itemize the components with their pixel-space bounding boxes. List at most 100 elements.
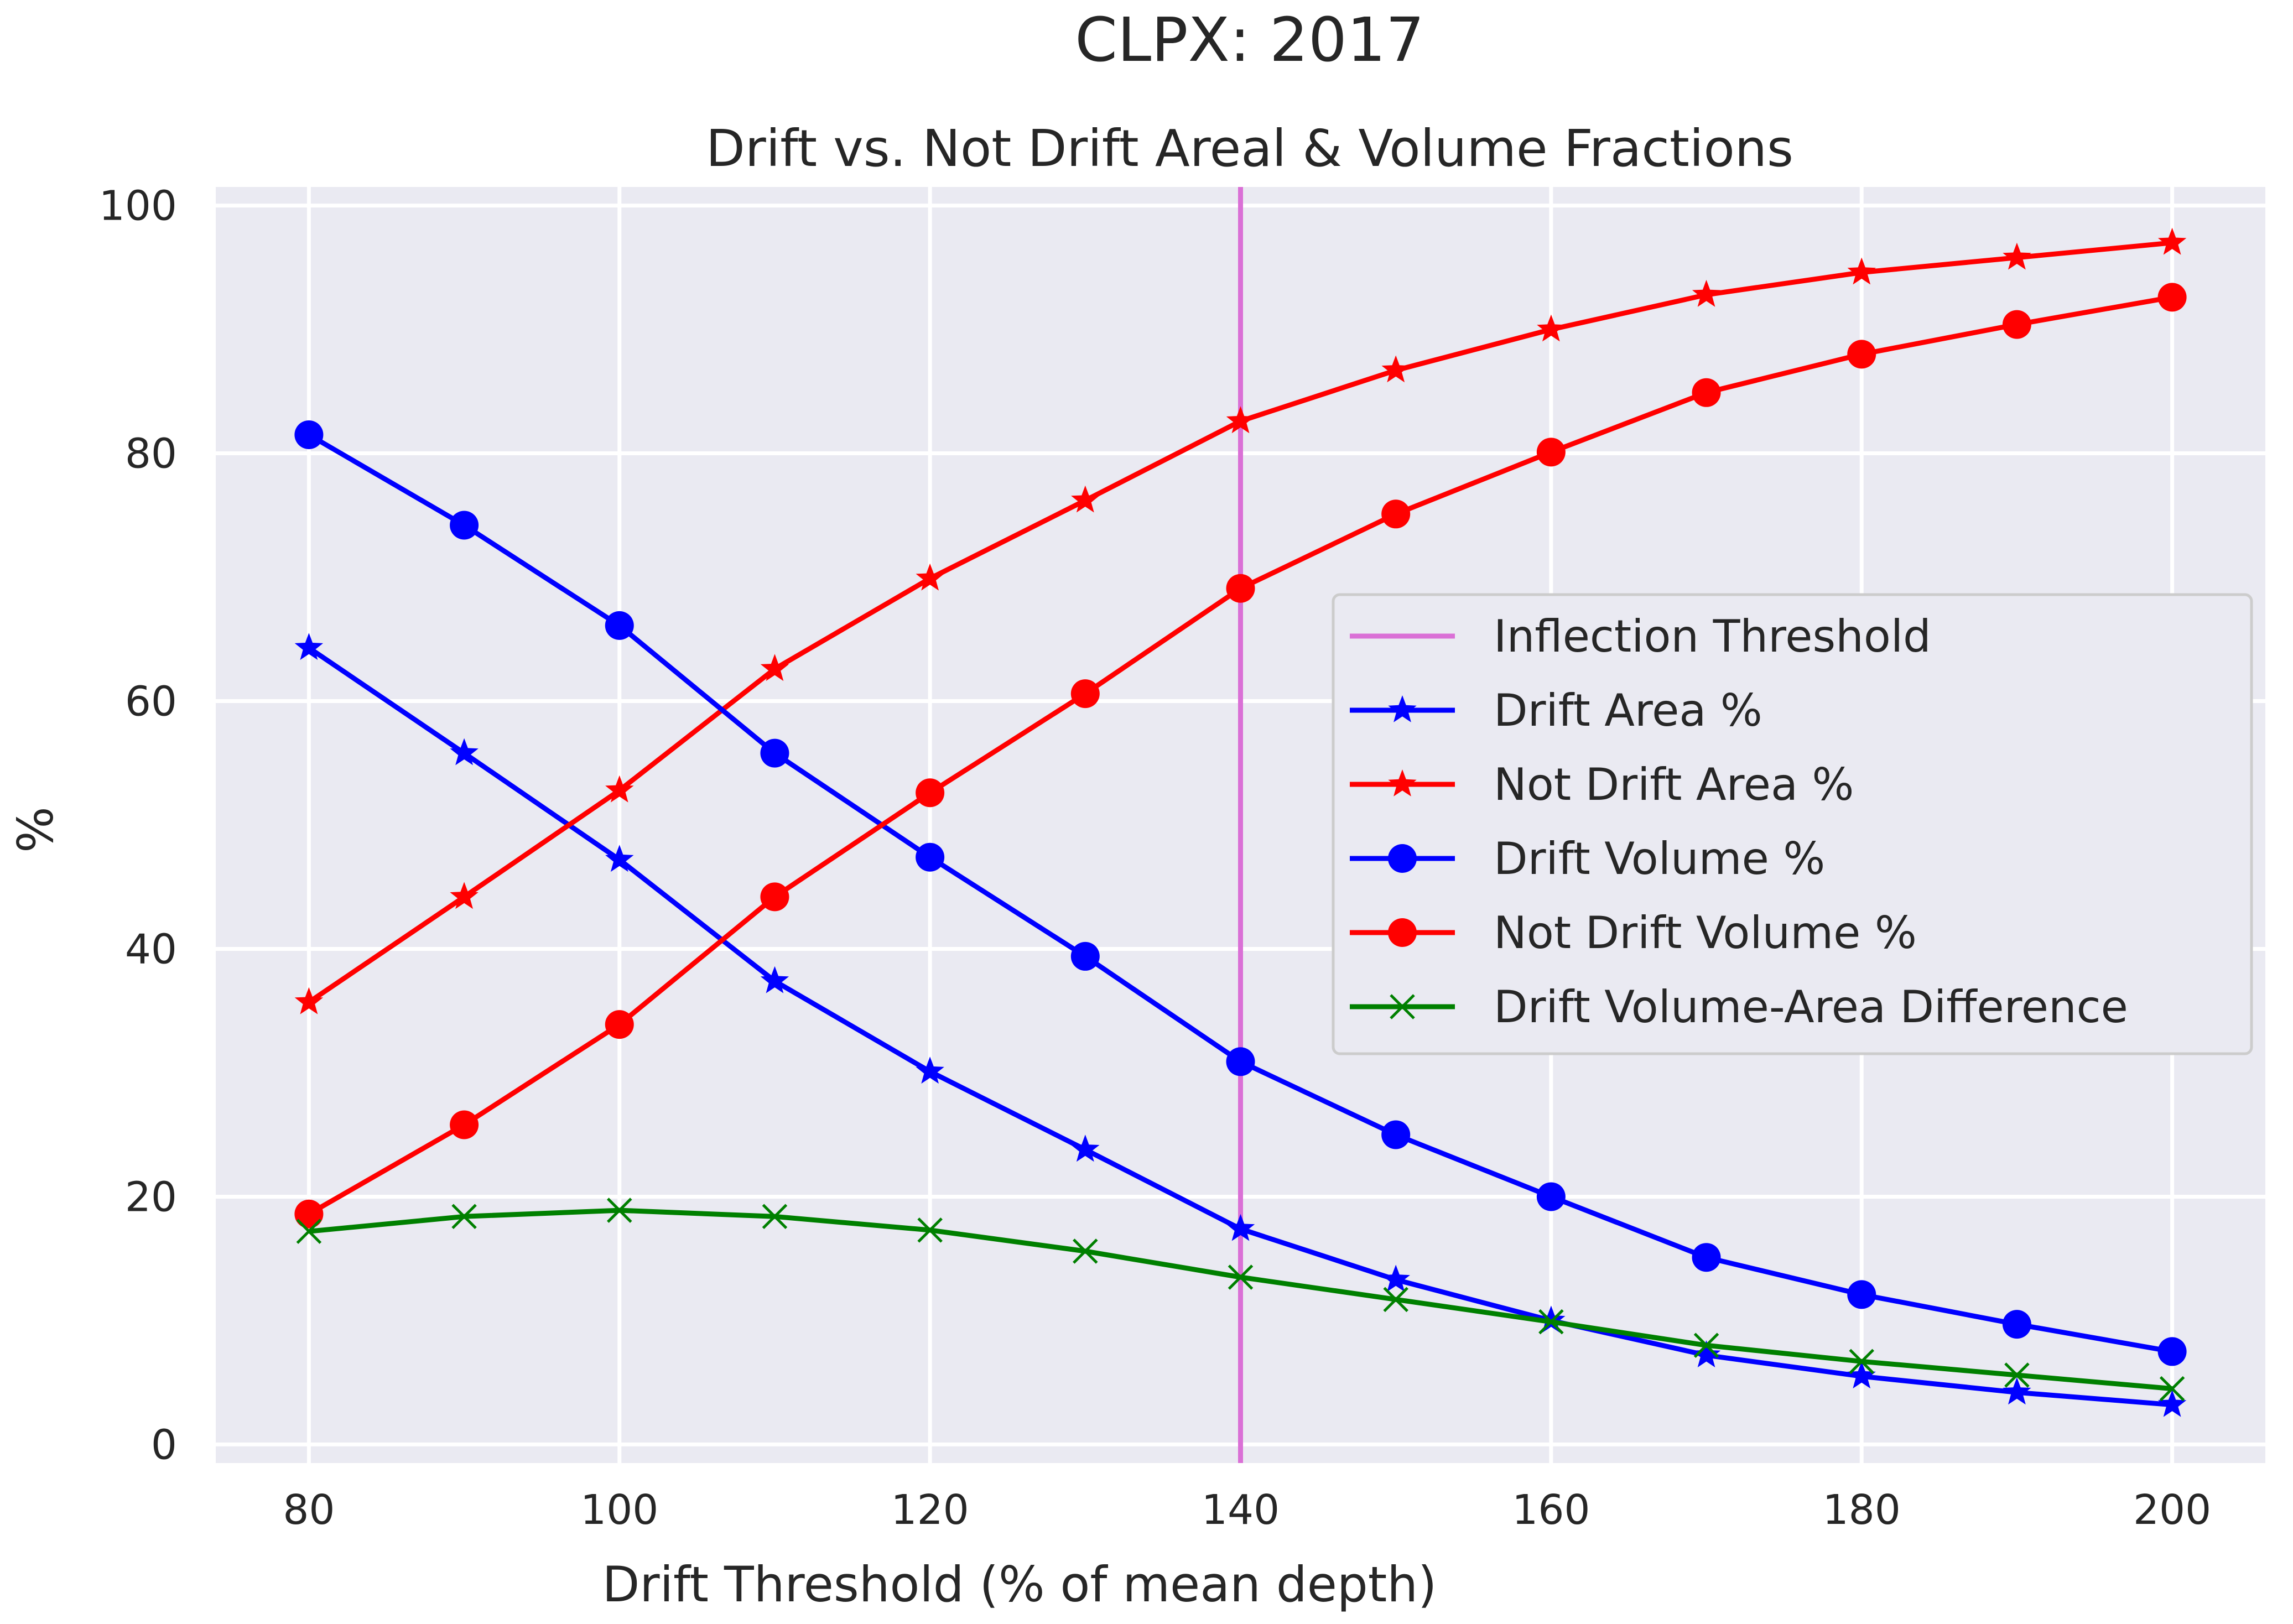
data-point — [1073, 1238, 1098, 1264]
data-point — [1381, 1120, 1411, 1149]
data-point — [916, 563, 944, 591]
data-point — [450, 882, 479, 909]
x-tick-label: 200 — [2133, 1486, 2211, 1534]
legend-entry: Not Drift Area % — [1350, 759, 1854, 810]
data-point — [605, 1010, 634, 1039]
data-point — [760, 882, 789, 912]
data-point — [1537, 314, 1566, 342]
data-point — [2157, 1337, 2187, 1366]
data-point — [1692, 279, 1721, 307]
y-tick-label: 80 — [125, 430, 177, 478]
legend-label: Drift Volume-Area Difference — [1494, 981, 2128, 1033]
data-point — [605, 611, 634, 640]
series-3 — [294, 283, 2187, 1229]
data-point — [1537, 1305, 1566, 1333]
legend-entry: Not Drift Volume % — [1350, 907, 1917, 959]
x-axis-label: Drift Threshold (% of mean depth) — [602, 1556, 1437, 1613]
data-point — [2159, 1376, 2185, 1402]
data-point — [2002, 1310, 2031, 1339]
data-point — [1381, 499, 1411, 529]
data-point — [1226, 1214, 1255, 1241]
data-point — [1070, 679, 1100, 709]
data-point — [762, 1204, 788, 1230]
data-point — [1381, 355, 1410, 383]
data-point — [916, 842, 945, 872]
data-point — [760, 738, 789, 768]
data-point — [1070, 941, 1100, 971]
y-tick-label: 0 — [151, 1421, 177, 1469]
legend-entry: Inflection Threshold — [1350, 611, 1931, 662]
chart-title: Drift vs. Not Drift Areal & Volume Fract… — [706, 119, 1793, 178]
data-point — [294, 633, 324, 660]
series-1 — [294, 227, 2187, 1014]
data-point — [1071, 1134, 1100, 1162]
data-point — [450, 738, 479, 766]
data-point — [2157, 227, 2187, 255]
series-0 — [294, 633, 2187, 1417]
data-point — [917, 1217, 943, 1243]
legend-entry: Drift Area % — [1350, 685, 1762, 736]
data-point — [1226, 1047, 1255, 1076]
data-point — [605, 845, 634, 872]
x-tick-label: 140 — [1202, 1486, 1280, 1534]
legend-label: Not Drift Area % — [1494, 759, 1854, 810]
data-point — [294, 1199, 324, 1229]
data-point — [1693, 1332, 1719, 1358]
data-point — [1847, 257, 1876, 285]
y-axis-label: % — [7, 806, 64, 853]
legend-marker — [1388, 844, 1417, 873]
legend-marker — [1388, 918, 1417, 947]
x-tick-labels: 80 100 120 140 160 180 200 — [283, 1486, 2211, 1534]
legend-marker — [1390, 994, 1415, 1019]
legend-label: Drift Volume % — [1494, 833, 1825, 884]
data-point — [1847, 1280, 1876, 1309]
data-point — [760, 966, 789, 993]
data-point — [1849, 1349, 1874, 1375]
legend-label: Drift Area % — [1494, 685, 1762, 736]
data-point — [2003, 1377, 2031, 1405]
data-point — [1847, 340, 1876, 369]
legend-label: Inflection Threshold — [1494, 611, 1931, 662]
legend-marker — [1388, 769, 1417, 797]
series-layer — [294, 227, 2187, 1417]
data-point — [2157, 283, 2187, 312]
data-point — [1383, 1287, 1408, 1313]
y-tick-label: 100 — [99, 183, 177, 230]
data-point — [2157, 1389, 2187, 1417]
data-point — [1847, 1361, 1876, 1389]
data-point — [451, 1204, 477, 1230]
data-point — [2004, 1362, 2030, 1388]
legend-marker — [1388, 695, 1417, 722]
data-point — [1536, 1182, 1566, 1211]
y-tick-label: 40 — [125, 925, 177, 973]
x-tick-label: 80 — [283, 1486, 335, 1534]
y-tick-label: 60 — [125, 678, 177, 726]
data-point — [1692, 1243, 1721, 1272]
data-point — [1228, 1264, 1254, 1290]
data-point — [916, 1056, 944, 1084]
x-tick-label: 100 — [580, 1486, 658, 1534]
x-tick-label: 160 — [1512, 1486, 1590, 1534]
x-tick-label: 120 — [891, 1486, 969, 1534]
series-4 — [296, 1198, 2185, 1402]
data-point — [296, 1219, 322, 1244]
data-point — [1692, 378, 1721, 407]
data-point — [760, 654, 789, 681]
data-point — [1226, 406, 1255, 434]
data-point — [2002, 310, 2031, 339]
y-tick-label: 20 — [125, 1173, 177, 1221]
x-tick-label: 180 — [1823, 1486, 1901, 1534]
legend-entry: Drift Volume-Area Difference — [1350, 981, 2128, 1033]
data-point — [1538, 1309, 1564, 1335]
legend: Inflection Threshold Drift Area % Not Drif… — [1332, 593, 2253, 1055]
series-2 — [294, 420, 2187, 1366]
data-point — [2003, 242, 2031, 270]
legend-label: Not Drift Volume % — [1494, 907, 1917, 959]
data-point — [1692, 1340, 1721, 1367]
data-point — [916, 778, 945, 808]
data-point — [450, 1110, 479, 1139]
data-point — [605, 775, 634, 803]
data-point — [1071, 485, 1100, 513]
data-point — [1381, 1264, 1410, 1292]
